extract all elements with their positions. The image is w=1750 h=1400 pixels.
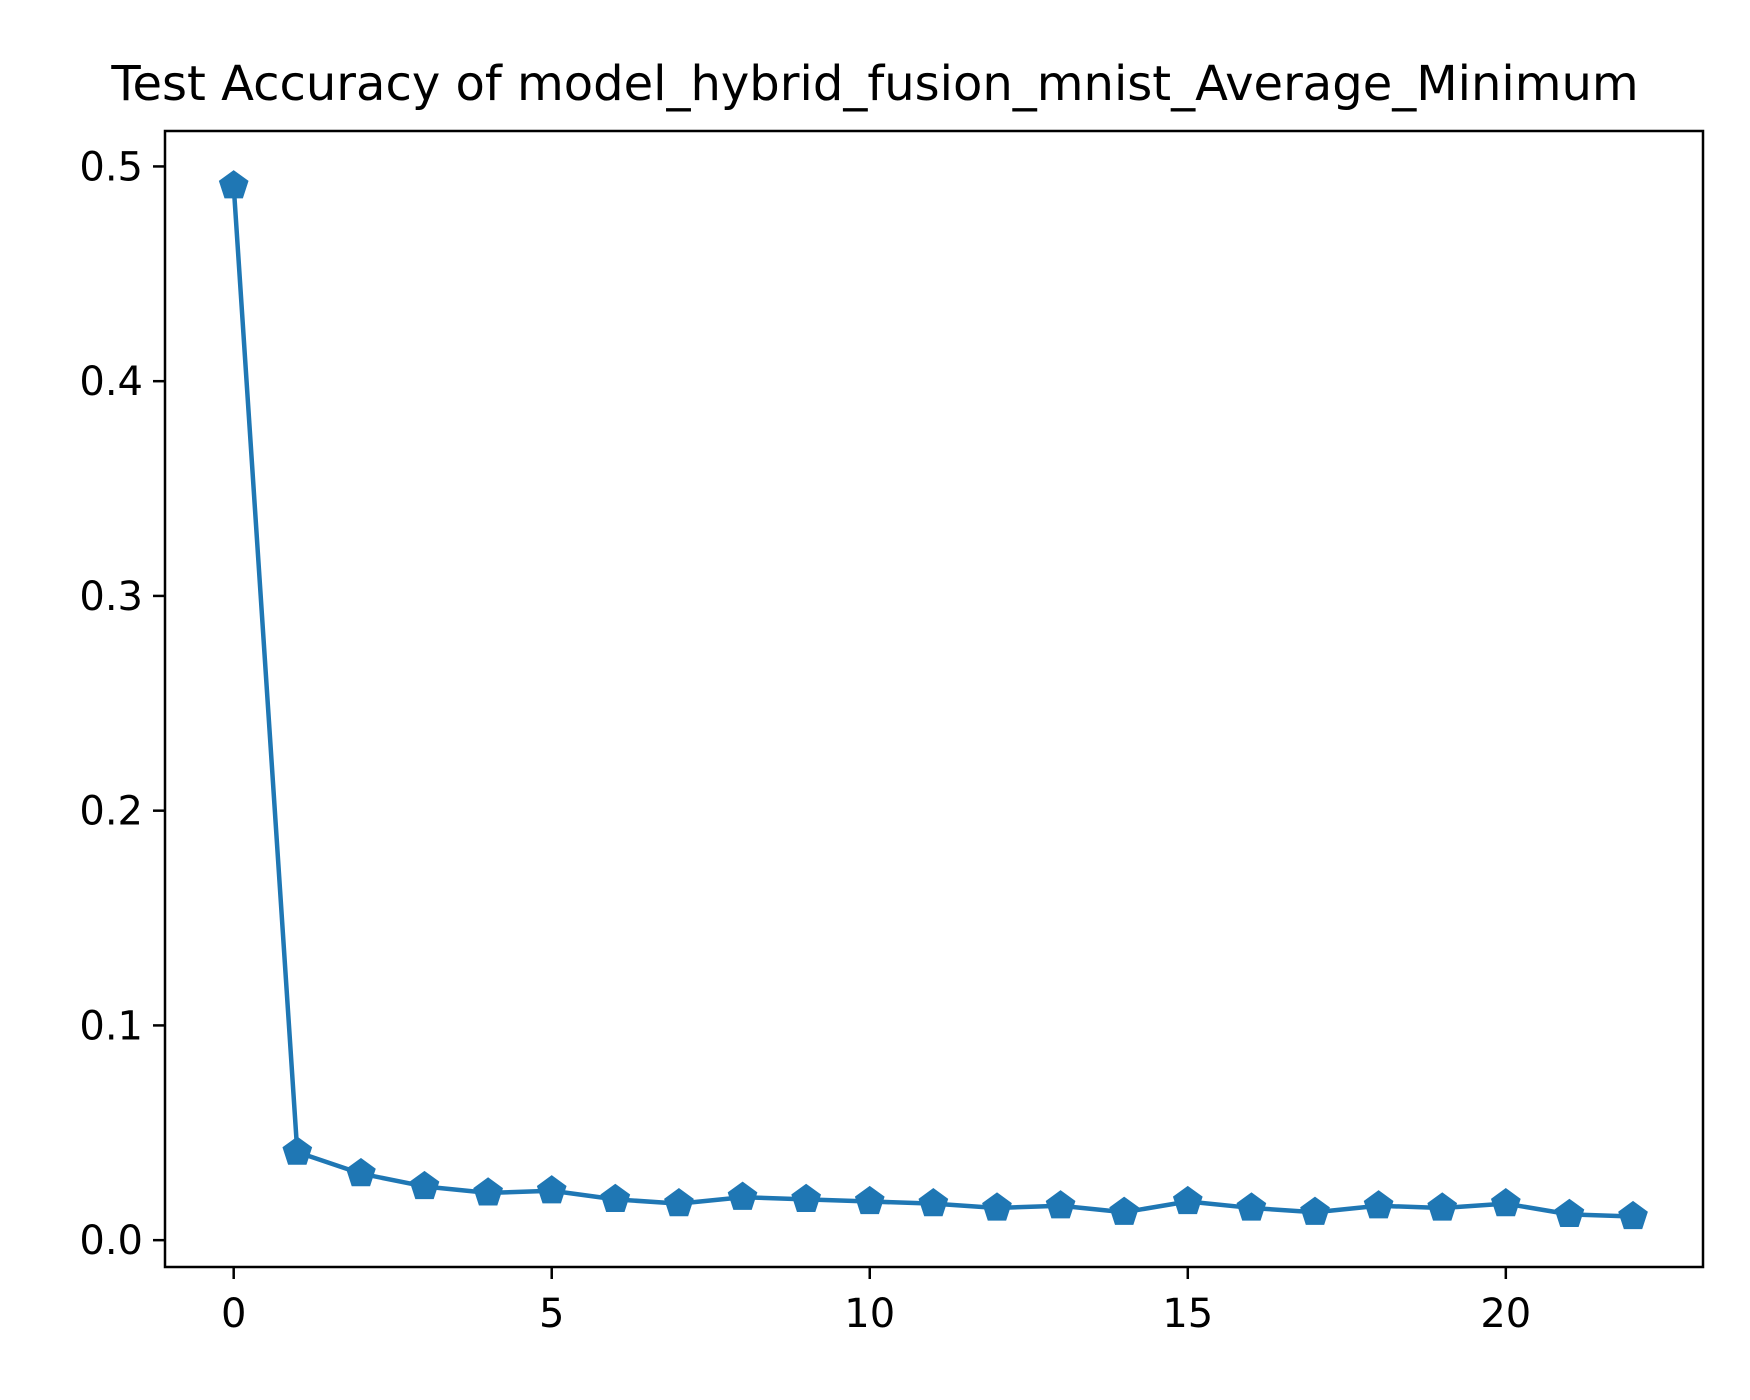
data-point (536, 1175, 567, 1204)
data-point (982, 1192, 1012, 1221)
data-point (473, 1177, 503, 1206)
x-tick-label: 10 (844, 1291, 895, 1337)
chart-title: Test Accuracy of model_hybrid_fusion_mni… (110, 56, 1638, 112)
data-point (791, 1183, 822, 1212)
data-point (664, 1188, 694, 1217)
data-point (218, 170, 249, 199)
y-tick-label: 0.2 (79, 789, 143, 835)
data-point (409, 1170, 440, 1200)
data-point (346, 1157, 376, 1187)
series-line (231, 185, 1634, 1219)
data-point (1618, 1200, 1648, 1230)
data-point (1300, 1196, 1330, 1225)
data-point (1490, 1188, 1521, 1217)
x-tick-label: 20 (1480, 1291, 1531, 1337)
data-point (1363, 1190, 1394, 1219)
data-point (918, 1188, 949, 1217)
data-point (727, 1181, 758, 1210)
data-point (282, 1136, 313, 1165)
data-point (1236, 1192, 1267, 1221)
x-tick-label: 15 (1162, 1291, 1213, 1337)
data-point (1172, 1185, 1203, 1215)
data-point (854, 1185, 885, 1215)
y-tick-label: 0.5 (79, 144, 143, 190)
x-tick-label: 0 (221, 1291, 246, 1337)
data-point (600, 1183, 631, 1212)
y-tick-label: 0.4 (79, 359, 143, 405)
data-point (1109, 1196, 1140, 1225)
data-point (1427, 1192, 1458, 1221)
y-tick-label: 0.3 (79, 574, 143, 620)
plot-area-frame (163, 129, 1705, 1269)
y-tick-label: 0.1 (79, 1003, 143, 1049)
x-tick-label: 5 (539, 1291, 564, 1337)
y-tick-label: 0.0 (79, 1218, 143, 1264)
data-point (1045, 1190, 1076, 1219)
data-point (1554, 1198, 1585, 1228)
